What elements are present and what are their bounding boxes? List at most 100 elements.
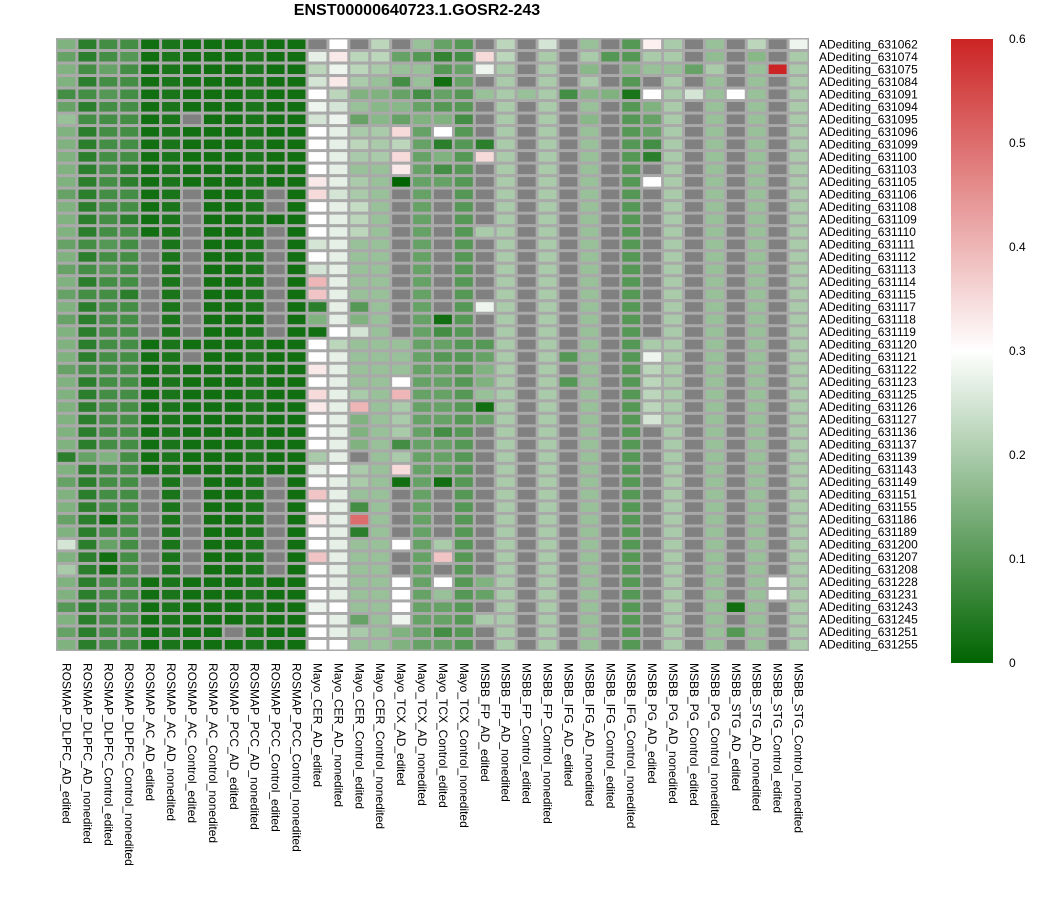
heatmap-cell	[580, 364, 599, 375]
heatmap-cell	[287, 114, 306, 125]
heatmap-cell	[622, 189, 641, 200]
heatmap-cell	[371, 214, 390, 225]
heatmap-cell	[622, 52, 641, 62]
heatmap-cell	[601, 352, 620, 362]
heatmap-cell	[622, 114, 641, 125]
heatmap-cell	[538, 464, 557, 475]
heatmap-cell	[183, 339, 201, 350]
heatmap-cell	[183, 139, 201, 150]
heatmap-cell	[203, 177, 222, 187]
heatmap-cell	[413, 164, 431, 175]
heatmap-cell	[601, 477, 620, 487]
heatmap-cell	[183, 127, 201, 137]
heatmap-cell	[685, 502, 703, 512]
heatmap-cell	[329, 577, 348, 587]
heatmap-cell	[559, 627, 578, 637]
heatmap-cell	[371, 489, 390, 500]
heatmap-cell	[496, 164, 515, 175]
heatmap-cell	[664, 377, 682, 387]
heatmap-cell	[308, 114, 327, 125]
heatmap-cell	[57, 339, 76, 350]
heatmap-cell	[685, 364, 703, 375]
heatmap-cell	[747, 302, 766, 312]
heatmap-cell	[350, 452, 369, 462]
heatmap-cell	[329, 364, 348, 375]
heatmap-cell	[496, 502, 515, 512]
heatmap-cell	[685, 564, 703, 575]
heatmap-cell	[664, 227, 682, 237]
heatmap-cell	[141, 452, 160, 462]
heatmap-cell	[162, 539, 180, 550]
heatmap-cell	[371, 177, 390, 187]
heatmap-cell	[643, 239, 662, 250]
heatmap-cell	[141, 402, 160, 412]
heatmap-cell	[434, 314, 452, 325]
heatmap-cell	[350, 514, 369, 525]
heatmap-cell	[329, 314, 348, 325]
heatmap-cell	[287, 527, 306, 537]
heatmap-cell	[99, 64, 118, 75]
heatmap-cell	[705, 364, 724, 375]
heatmap-cell	[685, 552, 703, 562]
heatmap-cell	[434, 114, 452, 125]
heatmap-cell	[162, 339, 180, 350]
heatmap-cell	[496, 139, 515, 150]
heatmap-cell	[434, 127, 452, 137]
heatmap-cell	[475, 402, 494, 412]
heatmap-cell	[183, 452, 201, 462]
heatmap-cell	[580, 152, 599, 162]
row-label: ADediting_631099	[819, 137, 918, 151]
heatmap-cell	[747, 527, 766, 537]
heatmap-cell	[266, 602, 285, 612]
heatmap-cell	[120, 289, 139, 300]
heatmap-cell	[350, 402, 369, 412]
heatmap-cell	[266, 452, 285, 462]
heatmap-cell	[643, 364, 662, 375]
heatmap-cell	[350, 602, 369, 612]
heatmap-cell	[120, 277, 139, 287]
heatmap-cell	[434, 377, 452, 387]
heatmap-cell	[141, 464, 160, 475]
heatmap-cell	[601, 152, 620, 162]
heatmap-cell	[224, 102, 243, 112]
heatmap-cell	[434, 139, 452, 150]
heatmap-cell	[768, 102, 787, 112]
heatmap-cell	[559, 77, 578, 87]
heatmap-cell	[224, 189, 243, 200]
heatmap-cell	[413, 139, 431, 150]
heatmap-cell	[789, 227, 808, 237]
heatmap-cell	[78, 289, 97, 300]
column-label: MSBB_PG_AD_edited	[645, 663, 659, 784]
heatmap-cell	[664, 314, 682, 325]
heatmap-cell	[517, 289, 536, 300]
heatmap-cell	[685, 227, 703, 237]
column-label: ROSMAP_AC_AD_nonedited	[164, 663, 178, 821]
heatmap-cell	[789, 289, 808, 300]
heatmap-cell	[705, 577, 724, 587]
heatmap-cell	[392, 452, 411, 462]
heatmap-cell	[454, 339, 473, 350]
heatmap-cell	[475, 489, 494, 500]
heatmap-cell	[413, 114, 431, 125]
heatmap-cell	[224, 527, 243, 537]
heatmap-cell	[496, 264, 515, 275]
heatmap-cell	[162, 389, 180, 400]
heatmap-cell	[496, 627, 515, 637]
column-label: Mayo_CER_AD_nonedited	[331, 663, 345, 807]
heatmap-cell	[78, 239, 97, 250]
heatmap-cell	[266, 314, 285, 325]
heatmap-cell	[413, 177, 431, 187]
heatmap-cell	[57, 39, 76, 50]
heatmap-cell	[685, 77, 703, 87]
heatmap-cell	[141, 639, 160, 650]
heatmap-cell	[224, 639, 243, 650]
heatmap-cell	[224, 239, 243, 250]
heatmap-cell	[287, 202, 306, 212]
heatmap-cell	[413, 564, 431, 575]
heatmap-cell	[538, 127, 557, 137]
heatmap-cell	[183, 639, 201, 650]
heatmap-cell	[705, 227, 724, 237]
heatmap-cell	[726, 252, 745, 262]
heatmap-cell	[162, 414, 180, 425]
heatmap-cell	[726, 489, 745, 500]
